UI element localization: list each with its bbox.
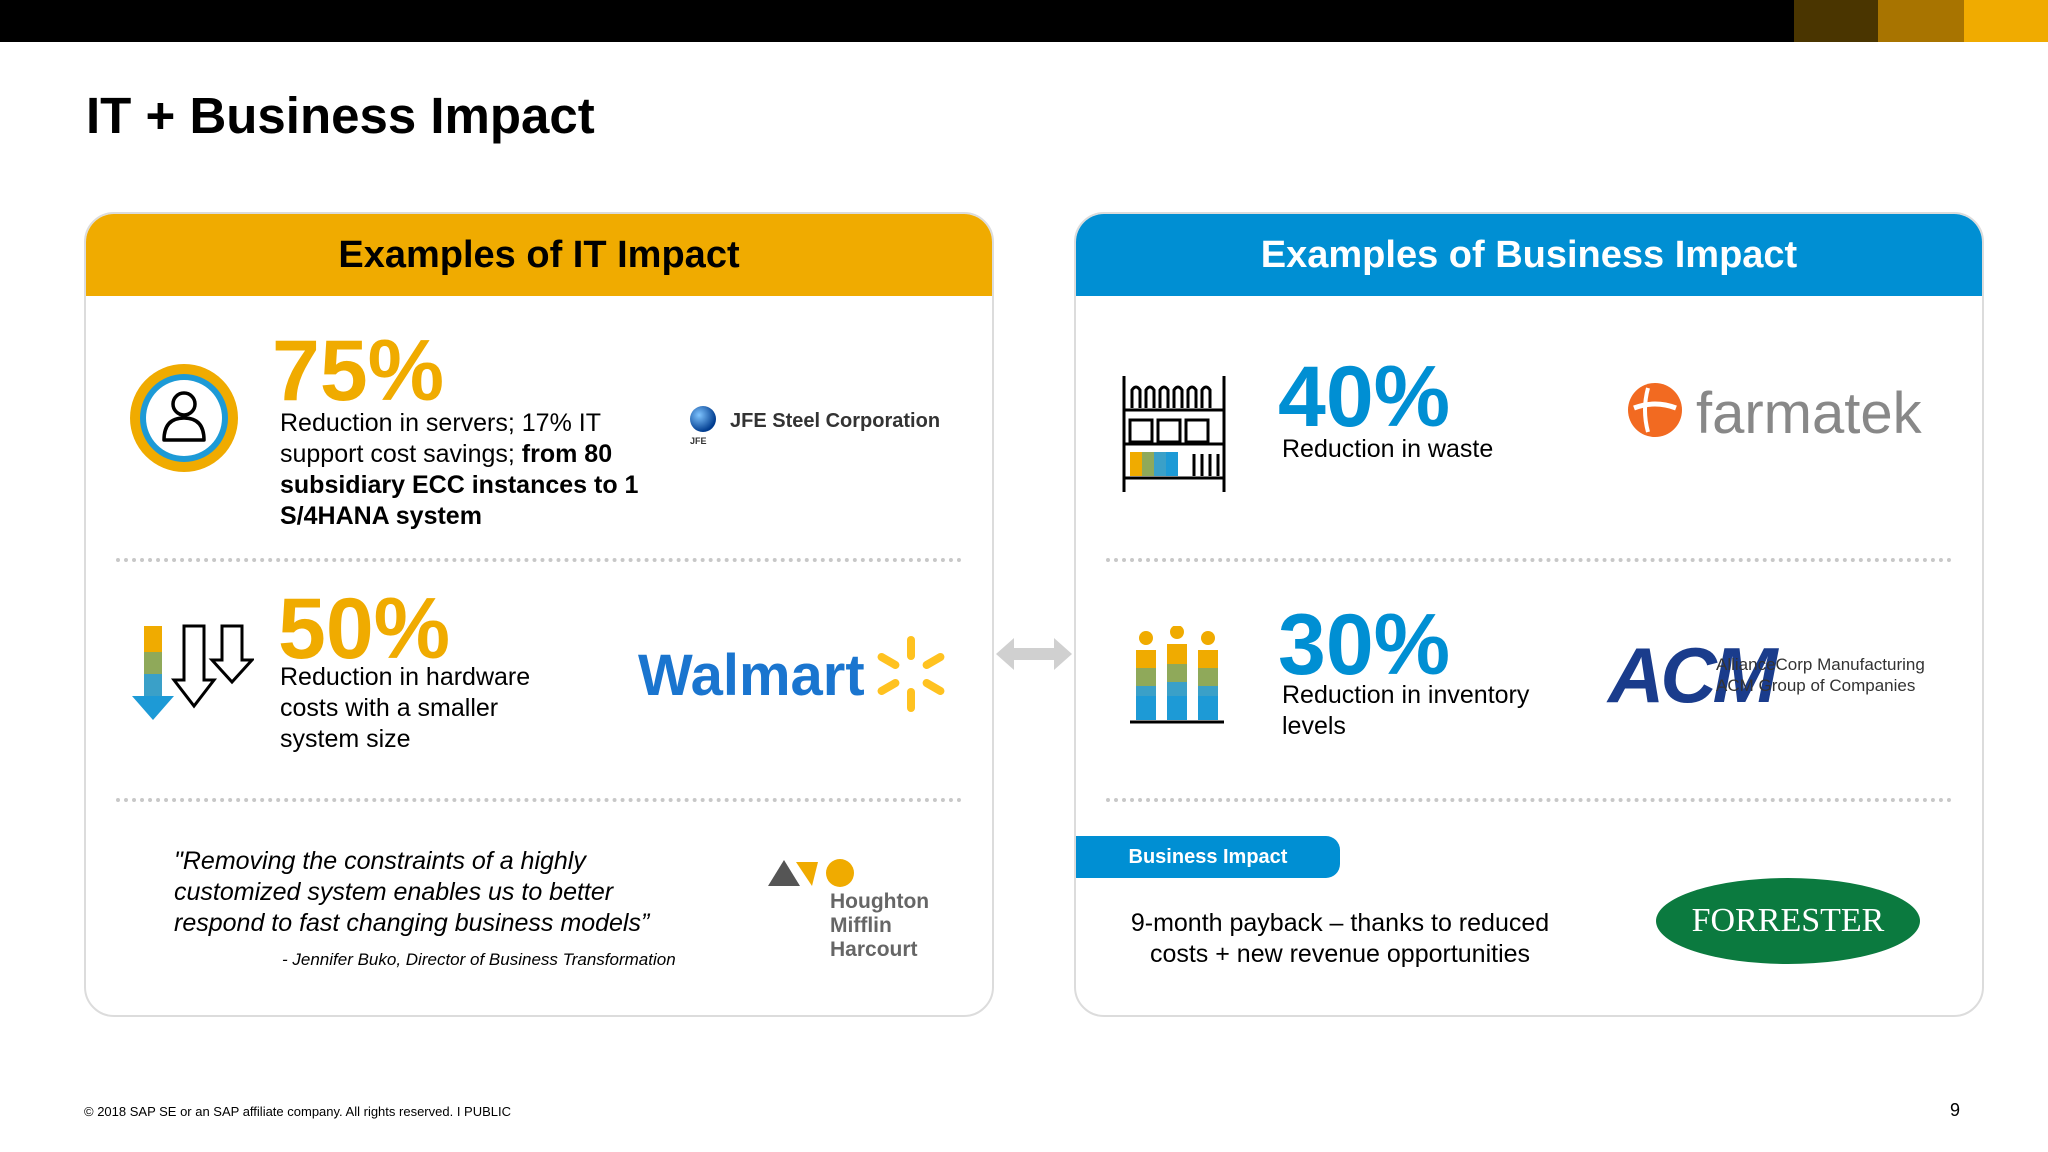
farmatek-logo-text: farmatek [1696,381,1922,446]
top-bar [0,0,2048,42]
shelves-icon [1122,376,1226,492]
it-item-2-description: Reduction in hardware costs with a small… [280,663,531,753]
divider-3 [1106,558,1952,562]
biz-item-1-percent: 40% [1278,349,1451,445]
it-impact-header: Examples of IT Impact [86,214,992,296]
jfe-logo-text: JFE Steel Corporation [730,410,941,432]
top-bar-accent-mid [1878,0,1964,42]
customer-quote: "Removing the constraints of a highly cu… [174,847,650,937]
forrester-logo-text: FORRESTER [1691,902,1885,939]
jfe-logo-sub: JFE [690,436,707,446]
top-bar-accent-dark [1794,0,1878,42]
farmatek-logo-icon [1628,383,1682,437]
people-bars-icon [1130,626,1224,724]
business-impact-panel: Examples of Business Impact 40% Reductio… [1074,212,1984,1017]
walmart-spark-icon [877,636,945,712]
it-item-1-percent: 75% [272,323,445,419]
acm-logo-mark: ACM [1608,631,1778,719]
it-item-1-description: Reduction in servers; 17% IT support cos… [280,409,639,530]
biz-item-2-description: Reduction in inventory levels [1282,681,1530,740]
payback-text: 9-month payback – thanks to reduced cost… [1130,909,1550,968]
biz-item-2-percent: 30% [1278,597,1451,693]
acm-logo-text: AllianceCorp Manufacturing ACM Group of … [1716,655,1925,695]
hmh-logo-shapes-icon [768,859,854,887]
divider-1 [116,558,962,562]
page-number: 9 [1950,1100,1961,1120]
quote-attribution: - Jennifer Buko, Director of Business Tr… [282,950,676,969]
hmh-logo-text: Houghton Mifflin Harcourt [830,890,930,961]
jfe-globe-icon [690,406,716,432]
business-impact-header: Examples of Business Impact [1076,214,1982,296]
it-impact-panel: Examples of IT Impact 75% Reduction in s… [84,212,994,1017]
double-arrow-icon [996,638,1072,670]
slide-title: IT + Business Impact [86,87,595,144]
biz-item-1-description: Reduction in waste [1282,435,1494,463]
business-impact-badge: Business Impact [1076,836,1340,878]
divider-2 [116,798,962,802]
down-arrows-icon [132,624,254,720]
forrester-logo: FORRESTER [1656,878,1920,964]
it-item-2-percent: 50% [278,581,451,677]
walmart-logo-text: Walmart [638,643,865,708]
divider-4 [1106,798,1952,802]
user-circle-icon [130,364,238,472]
footer-copyright: © 2018 SAP SE or an SAP affiliate compan… [84,1104,512,1119]
top-bar-accent-gold [1964,0,2048,42]
